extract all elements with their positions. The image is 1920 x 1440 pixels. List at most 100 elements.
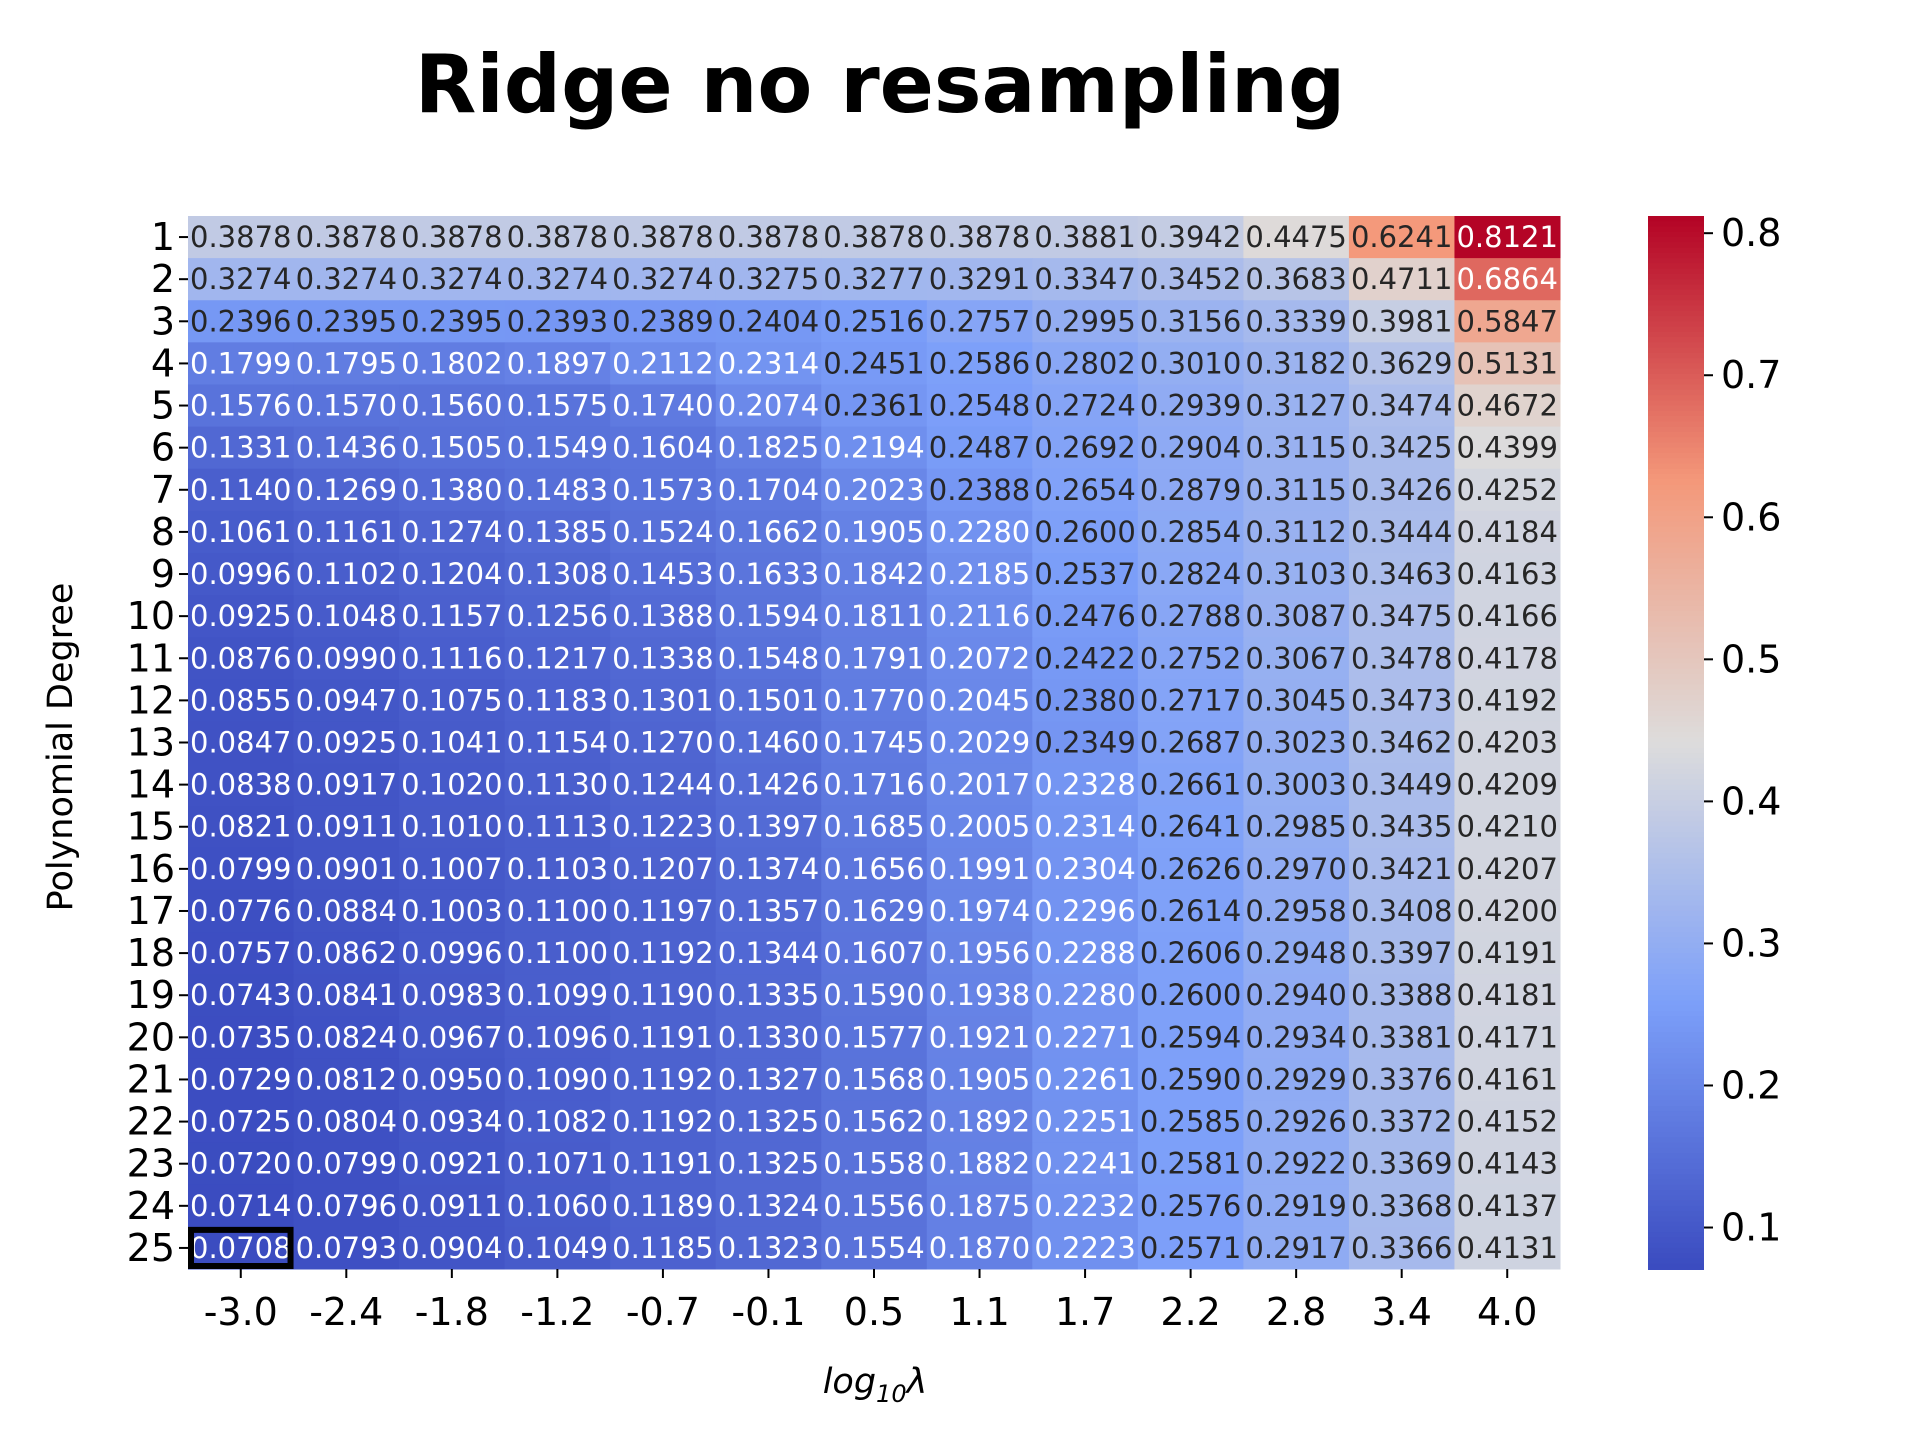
colorbar-segment — [1648, 710, 1704, 718]
colorbar-segment — [1648, 568, 1704, 576]
colorbar-segment — [1648, 821, 1704, 828]
heatmap-cell — [1137, 1016, 1244, 1059]
colorbar-segment — [1648, 637, 1704, 644]
cell-value-label: 0.3112 — [1245, 515, 1346, 549]
colorbar-segment — [1648, 663, 1704, 670]
cell-value-label: 0.4178 — [1456, 641, 1557, 675]
heatmap-cell — [1137, 721, 1244, 765]
heatmap-cell — [1032, 889, 1139, 933]
cell-value-label: 0.2752 — [1140, 641, 1241, 675]
cell-value-label: 0.2023 — [823, 473, 924, 507]
colorbar-segment — [1648, 605, 1704, 612]
y-tick-label: 17 — [127, 889, 175, 933]
cell-value-label: 0.3878 — [507, 220, 608, 254]
cell-value-label: 0.2654 — [1034, 473, 1135, 507]
heatmap-cell — [1348, 1016, 1455, 1059]
colorbar-segment — [1648, 658, 1704, 665]
cell-value-label: 0.1590 — [823, 978, 924, 1012]
y-tick-label: 2 — [151, 257, 175, 301]
cell-value-label: 0.2919 — [1245, 1189, 1346, 1223]
cell-value-label: 0.8121 — [1456, 220, 1557, 254]
colorbar-segment — [1648, 731, 1704, 739]
highlight-layer — [188, 1226, 294, 1270]
cell-value-label: 0.3347 — [1034, 262, 1135, 296]
heatmap-cell — [1137, 1142, 1244, 1186]
heatmap-cell — [821, 595, 928, 638]
heatmap-cell — [504, 426, 611, 470]
cell-value-label: 0.3087 — [1245, 599, 1346, 633]
cell-value-label: 0.2328 — [1034, 768, 1135, 802]
cell-value-label: 0.4207 — [1456, 852, 1557, 886]
heatmap-cell — [926, 932, 1033, 975]
cell-value-label: 0.4210 — [1456, 810, 1557, 844]
cell-value-label: 0.1791 — [823, 641, 924, 675]
heatmap-cell — [1243, 426, 1350, 470]
colorbar-segment — [1648, 789, 1704, 797]
x-tick-label: -0.7 — [626, 1290, 700, 1334]
colorbar-segment — [1648, 400, 1704, 407]
cell-value-label: 0.3067 — [1245, 641, 1346, 675]
colorbar-segment — [1648, 1121, 1704, 1128]
colorbar-segment — [1648, 358, 1704, 365]
heatmap-cell — [1348, 974, 1455, 1017]
cell-value-label: 0.0720 — [190, 1147, 291, 1181]
cell-value-label: 0.2251 — [1034, 1105, 1135, 1139]
colorbar-segment — [1648, 1258, 1704, 1265]
y-tick-label: 4 — [151, 341, 175, 385]
cell-value-label: 0.1385 — [507, 515, 608, 549]
colorbar-segment — [1648, 689, 1704, 697]
cell-value-label: 0.1330 — [718, 1020, 819, 1054]
colorbar-segment — [1648, 1026, 1704, 1034]
colorbar-segment — [1648, 1084, 1704, 1091]
cell-value-label: 0.1197 — [612, 894, 713, 928]
heatmap-cell — [188, 932, 295, 975]
heatmap-cell — [504, 721, 611, 765]
heatmap-cell — [1348, 510, 1455, 554]
colorbar-segment — [1648, 768, 1704, 776]
cell-value-label: 0.0735 — [190, 1020, 291, 1054]
cell-value-label: 0.3463 — [1351, 557, 1452, 591]
heatmap-cell — [926, 847, 1033, 891]
heatmap-cell — [504, 932, 611, 975]
colorbar-segment — [1648, 1021, 1704, 1028]
cell-value-label: 0.1323 — [718, 1231, 819, 1265]
heatmap-cell — [399, 763, 506, 807]
cell-value-label: 0.1594 — [718, 599, 819, 633]
colorbar-segment — [1648, 784, 1704, 791]
colorbar-segment — [1648, 889, 1704, 897]
x-tick-label: -2.4 — [309, 1290, 383, 1334]
cell-value-label: 0.4184 — [1456, 515, 1557, 549]
cell-value-label: 0.3878 — [612, 220, 713, 254]
heatmap-cell — [610, 847, 717, 891]
cell-value-label: 0.2585 — [1140, 1105, 1241, 1139]
colorbar-segment — [1648, 652, 1704, 660]
heatmap-cell — [1032, 1184, 1139, 1228]
colorbar-segment — [1648, 258, 1704, 265]
colorbar-segment — [1648, 1237, 1704, 1244]
colorbar-segment — [1648, 1005, 1704, 1013]
cell-value-label: 0.4200 — [1456, 894, 1557, 928]
heatmap-cell — [1243, 510, 1350, 554]
heatmap-cell — [1243, 552, 1350, 596]
heatmap-cell — [1137, 552, 1244, 596]
colorbar-segment — [1648, 1047, 1704, 1055]
heatmap-cell — [1243, 889, 1350, 933]
cell-value-label: 0.2600 — [1140, 978, 1241, 1012]
cell-value-label: 0.0967 — [401, 1020, 502, 1054]
heatmap-cell — [610, 510, 717, 554]
cell-value-label: 0.2641 — [1140, 810, 1241, 844]
cell-value-label: 0.4192 — [1456, 683, 1557, 717]
colorbar-tick-label: 0.3 — [1721, 921, 1781, 965]
cell-value-label: 0.4161 — [1456, 1062, 1557, 1096]
heatmap-cell — [1243, 679, 1350, 722]
heatmap-cell — [399, 847, 506, 891]
colorbar — [1648, 216, 1704, 1270]
heatmap-cell — [504, 1100, 611, 1144]
heatmap-cell — [188, 552, 295, 596]
colorbar-segment — [1648, 1158, 1704, 1165]
heatmap-cell — [715, 300, 822, 343]
heatmap-cell — [1243, 1016, 1350, 1059]
cell-value-label: 0.1549 — [507, 431, 608, 465]
cell-value-label: 0.1357 — [718, 894, 819, 928]
cell-value-label: 0.1007 — [401, 852, 502, 886]
